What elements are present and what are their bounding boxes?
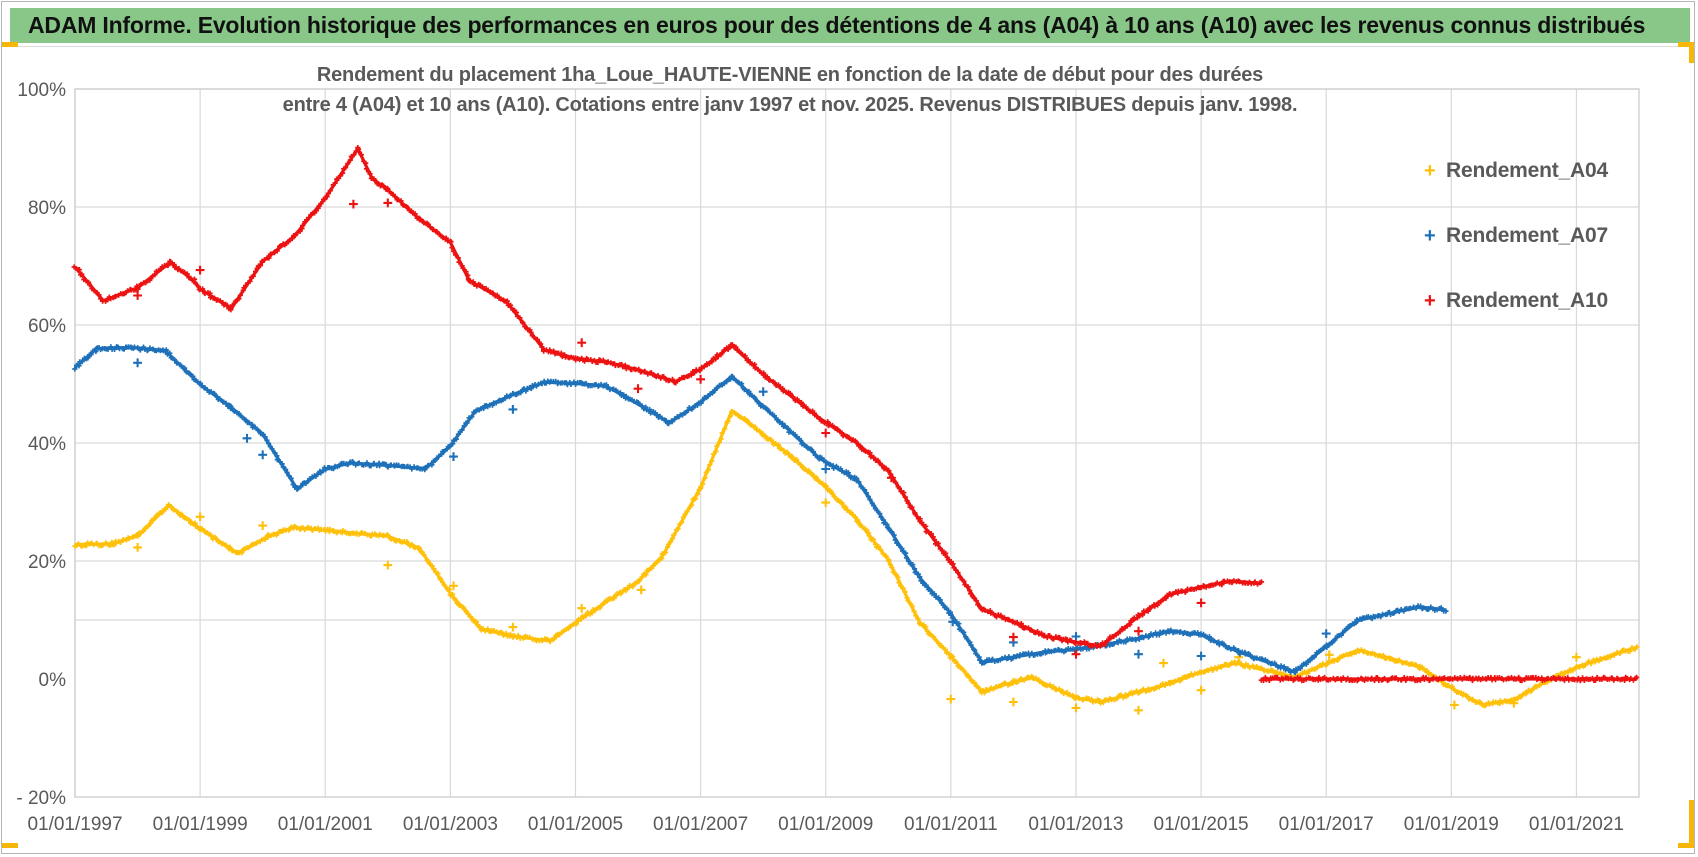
page-title-banner: ADAM Informe. Evolution historique des p…: [10, 8, 1690, 43]
y-axis-label-40: 40%: [28, 434, 66, 455]
x-axis-label-2015: 01/01/2015: [1154, 814, 1249, 835]
plot-border: [74, 88, 1640, 798]
y-axis-label-20: 20%: [28, 552, 66, 573]
plus-marker-icon: +: [1424, 289, 1436, 312]
series-markers-rendement_a10-1: [1258, 674, 1640, 684]
corner-accent-top-left: [2, 42, 18, 47]
series-markers-rendement_a10-0: [71, 145, 1265, 649]
header-divider: [2, 46, 1696, 47]
x-axis-label-2009: 01/01/2009: [778, 814, 873, 835]
x-axis-label-2017: 01/01/2017: [1279, 814, 1374, 835]
series-line-rendement_a10-0: [73, 147, 1262, 648]
y-axis-label--20: - 20%: [16, 788, 66, 809]
plus-marker-icon: +: [1424, 224, 1436, 247]
y-axis-label-60: 60%: [28, 316, 66, 337]
corner-accent-bottom-right-arm: [1689, 800, 1694, 848]
y-axis-label-100: 100%: [17, 80, 66, 101]
x-axis-label-2003: 01/01/2003: [403, 814, 498, 835]
x-axis-label-2005: 01/01/2005: [528, 814, 623, 835]
x-axis-label-2007: 01/01/2007: [653, 814, 748, 835]
legend-entry-rendement-a07[interactable]: + Rendement_A07: [1424, 223, 1608, 249]
chart-title-line1: Rendement du placement 1ha_Loue_HAUTE-VI…: [316, 64, 1264, 86]
x-axis-label-2001: 01/01/2001: [278, 814, 373, 835]
x-axis-label-2013: 01/01/2013: [1028, 814, 1123, 835]
x-axis-label-2021: 01/01/2021: [1529, 814, 1624, 835]
chart-title-line2: entre 4 (A04) et 10 ans (A10). Cotations…: [282, 94, 1298, 116]
legend-entry-rendement-a04[interactable]: + Rendement_A04: [1424, 158, 1608, 184]
corner-accent-bottom-left: [2, 843, 18, 848]
chart-title: Rendement du placement 1ha_Loue_HAUTE-VI…: [30, 60, 1550, 120]
y-axis-label-0: 0%: [39, 670, 67, 691]
series-markers-rendement_a04-0: [72, 409, 1640, 709]
legend-label: Rendement_A07: [1446, 224, 1608, 247]
plus-marker-icon: +: [1424, 159, 1436, 182]
legend-label: Rendement_A10: [1446, 289, 1608, 312]
series-markers-rendement_a07-0: [72, 344, 1449, 676]
y-axis-label-80: 80%: [28, 198, 66, 219]
series-outlier-markers-rendement_a04: [133, 498, 1581, 715]
corner-accent-top-right: [1678, 42, 1694, 47]
x-axis-label-2011: 01/01/2011: [904, 814, 998, 835]
legend-label: Rendement_A04: [1446, 159, 1608, 182]
x-axis-label-1999: 01/01/1999: [153, 814, 248, 835]
x-axis-label-1997: 01/01/1997: [27, 814, 122, 835]
series-outlier-markers-rendement_a07: [133, 358, 1331, 661]
legend-entry-rendement-a10[interactable]: + Rendement_A10: [1424, 288, 1608, 314]
series-line-rendement_a07-0: [73, 345, 1447, 674]
series-outlier-markers-rendement_a10: [133, 198, 1206, 659]
x-axis-label-2019: 01/01/2019: [1404, 814, 1499, 835]
corner-accent-bottom-right: [1678, 843, 1694, 848]
corner-accent-top-right-arm: [1689, 42, 1694, 63]
